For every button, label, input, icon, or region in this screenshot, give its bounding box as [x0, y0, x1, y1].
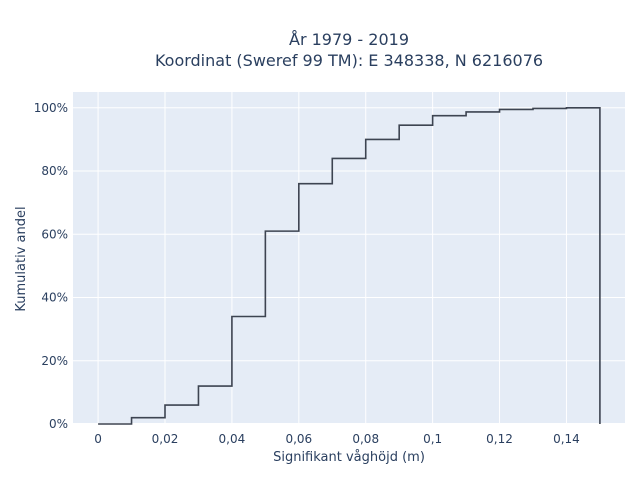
- x-tick-label: 0,04: [219, 432, 246, 446]
- tick-label-layer: 0 0,02 0,04 0,06 0,08 0,1 0,12 0,14 0% 20% 40% 60% 8…: [34, 101, 580, 446]
- x-tick-label: 0,1: [423, 432, 442, 446]
- x-tick-label: 0: [94, 432, 102, 446]
- y-axis-label: Kumulativ andel: [14, 206, 29, 311]
- plot-area: [73, 92, 625, 424]
- x-tick-label: 0,12: [486, 432, 513, 446]
- x-tick-label: 0,02: [152, 432, 179, 446]
- y-tick-label: 80%: [41, 164, 68, 178]
- y-tick-label: 20%: [41, 354, 68, 368]
- x-tick-label: 0,06: [285, 432, 312, 446]
- chart-title-line-1: År 1979 - 2019: [289, 30, 409, 49]
- y-tick-label: 100%: [34, 101, 68, 115]
- y-tick-label: 40%: [41, 291, 68, 305]
- y-tick-label: 60%: [41, 227, 68, 241]
- cumulative-step-line: [98, 107, 601, 425]
- x-axis-label: Signifikant våghöjd (m): [273, 450, 425, 465]
- x-tick-label: 0,14: [553, 432, 580, 446]
- chart-title-line-2: Koordinat (Sweref 99 TM): E 348338, N 62…: [155, 51, 543, 70]
- y-tick-label: 0%: [49, 417, 68, 431]
- x-tick-label: 0,08: [352, 432, 379, 446]
